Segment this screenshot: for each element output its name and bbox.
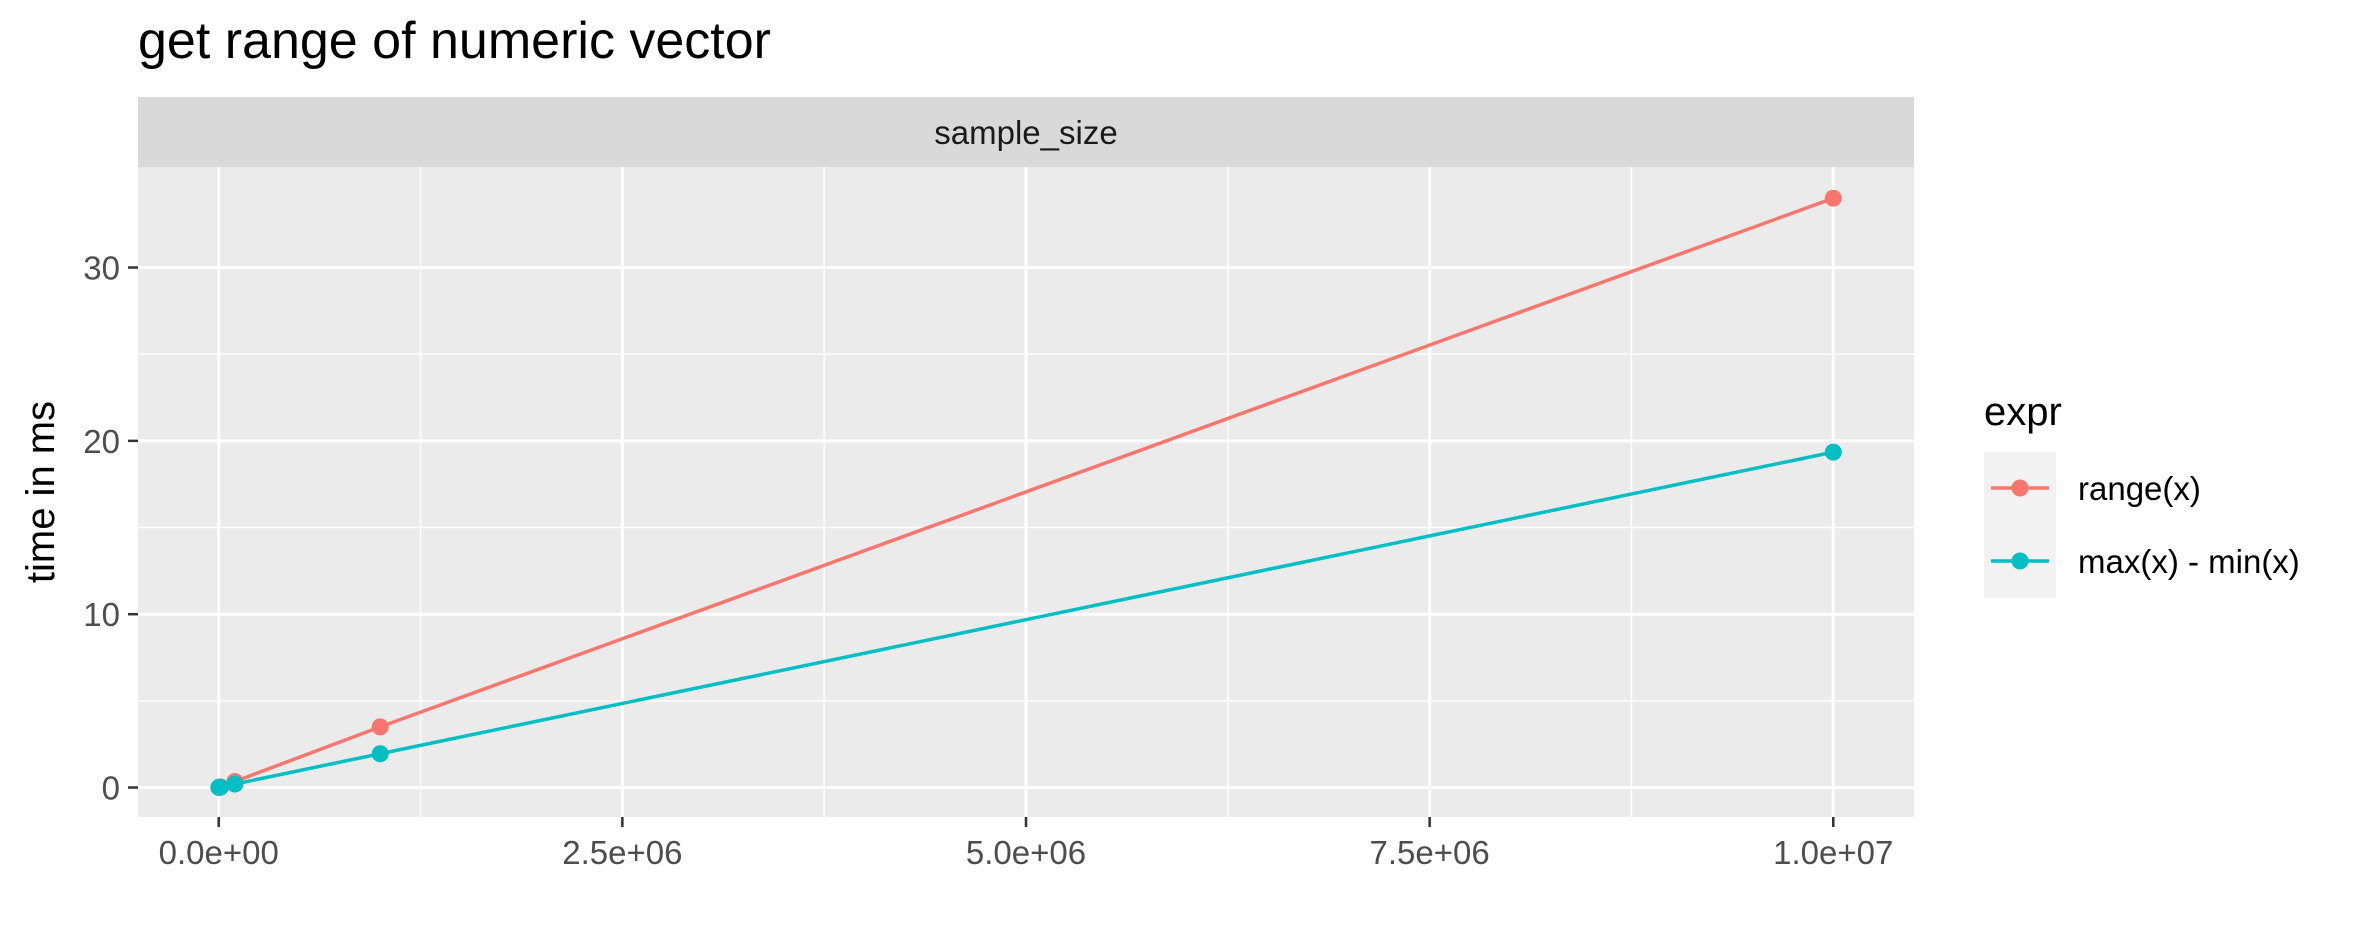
- data-point: [226, 775, 244, 793]
- chart-title: get range of numeric vector: [138, 12, 771, 70]
- legend-label: range(x): [2078, 470, 2201, 507]
- data-point: [211, 778, 229, 796]
- axes: 0.0e+00 2.5e+06 5.0e+06 7.5e+06 1.0e+07 0 10 20…: [83, 250, 1893, 871]
- legend-label: max(x) - min(x): [2078, 543, 2300, 580]
- x-tick-label: 0.0e+00: [159, 834, 279, 871]
- facet-strip: [138, 97, 1914, 167]
- y-tick-label: 10: [83, 596, 120, 633]
- x-tick-label: 2.5e+06: [562, 834, 682, 871]
- data-point: [1824, 189, 1842, 207]
- x-tick-label: 1.0e+07: [1773, 834, 1893, 871]
- x-tick-label: 7.5e+06: [1370, 834, 1490, 871]
- legend: expr range(x) max(x) - min(x): [1984, 390, 2300, 598]
- legend-key-point: [2011, 552, 2029, 570]
- x-tick-label: 5.0e+06: [966, 834, 1086, 871]
- legend-item: max(x) - min(x): [1991, 543, 2300, 580]
- data-point: [1824, 443, 1842, 461]
- data-point: [371, 745, 389, 763]
- grid-lines: [138, 167, 1914, 817]
- series-layer: [210, 189, 1842, 796]
- legend-key-background: [1984, 452, 2056, 598]
- y-tick-label: 30: [83, 250, 120, 287]
- y-tick-label: 0: [102, 770, 120, 807]
- legend-key-point: [2011, 479, 2029, 497]
- series: [210, 443, 1842, 796]
- legend-item: range(x): [1991, 470, 2201, 507]
- y-axis-title: time in ms: [19, 401, 63, 583]
- legend-title: expr: [1984, 390, 2062, 434]
- y-tick-label: 20: [83, 423, 120, 460]
- data-point: [371, 718, 389, 736]
- facet-strip-label: sample_size: [934, 114, 1117, 151]
